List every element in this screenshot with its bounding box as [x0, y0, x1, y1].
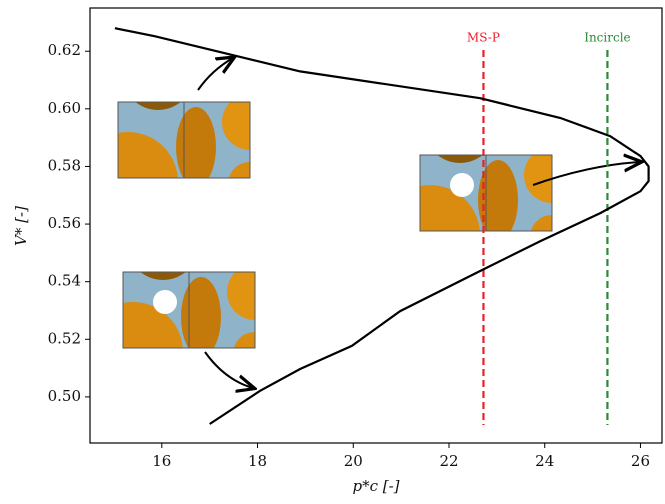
sphere: [228, 162, 250, 178]
sphere: [222, 102, 250, 150]
inset: [123, 272, 255, 348]
y-tick-label: 0.58: [48, 156, 81, 174]
sphere: [176, 107, 216, 178]
x-tick-label: 20: [344, 452, 363, 470]
sphere: [478, 160, 518, 231]
sphere: [227, 272, 255, 320]
y-tick-label: 0.60: [48, 99, 81, 117]
x-tick-label: 22: [439, 452, 458, 470]
sphere: [181, 277, 221, 348]
y-axis-label: V* [-]: [12, 206, 30, 246]
sphere: [530, 215, 552, 231]
sphere: [437, 155, 483, 163]
sphere: [140, 272, 186, 280]
y-tick-label: 0.56: [48, 214, 81, 232]
arrow: [532, 162, 640, 186]
sphere: [123, 302, 183, 348]
reference-label: Incircle: [584, 31, 630, 45]
pore: [153, 290, 177, 314]
x-axis-label: p*c [-]: [352, 477, 399, 495]
y-tick-label: 0.62: [48, 41, 81, 59]
data-line: [114, 27, 650, 425]
sphere: [135, 102, 181, 110]
y-tick-label: 0.50: [48, 387, 81, 405]
sphere: [118, 132, 178, 178]
x-tick-label: 24: [535, 452, 554, 470]
sphere: [524, 155, 552, 203]
insets: [117, 101, 553, 349]
reference-label: MS-P: [467, 31, 500, 45]
x-tick-label: 16: [152, 452, 171, 470]
inset: [420, 155, 552, 231]
arrow: [204, 351, 253, 388]
plot-frame: [89, 7, 663, 444]
x-tick-label: 26: [631, 452, 650, 470]
sphere: [420, 185, 480, 231]
y-tick-label: 0.54: [48, 272, 81, 290]
sphere: [233, 332, 255, 348]
pore: [450, 173, 474, 197]
inset: [118, 102, 250, 178]
arrow: [197, 58, 233, 91]
y-tick-label: 0.52: [48, 329, 81, 347]
x-tick-label: 18: [248, 452, 267, 470]
